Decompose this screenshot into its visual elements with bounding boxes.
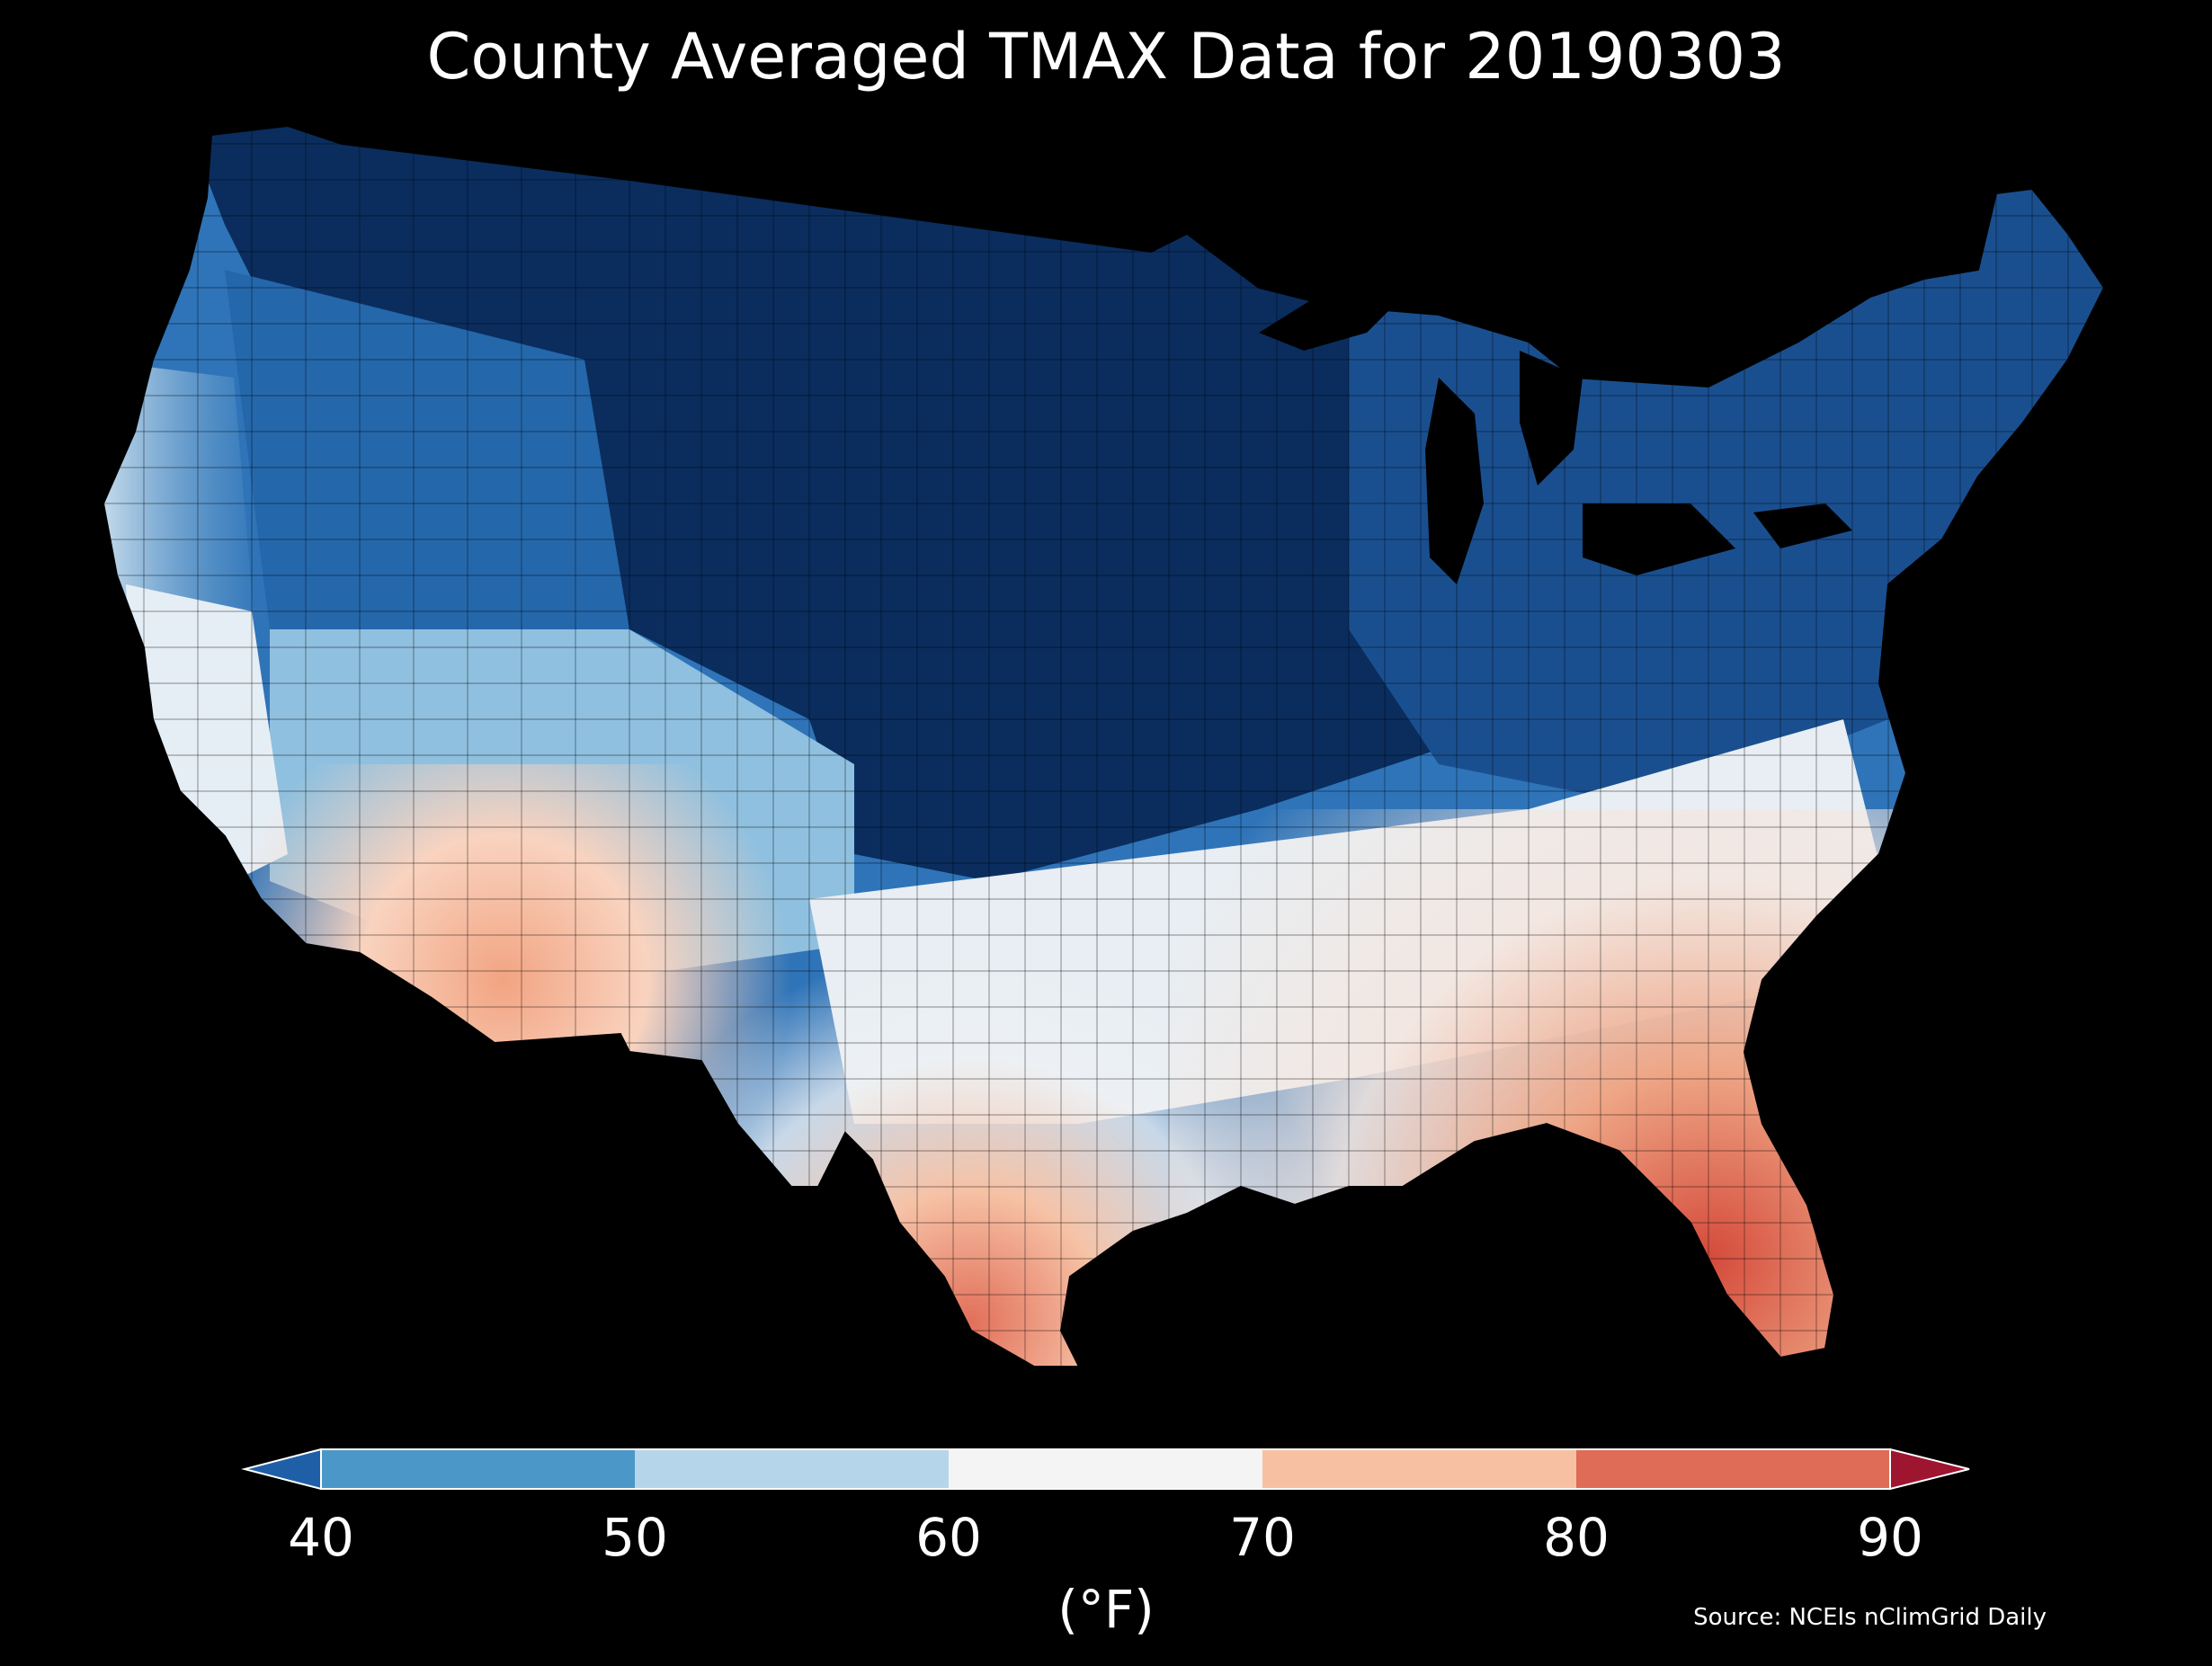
colorbar-under-arrow bbox=[241, 1448, 322, 1491]
colorbar-frame bbox=[320, 1448, 1891, 1490]
colorbar-tick-label: 40 bbox=[288, 1507, 354, 1568]
colorbar-bin-0 bbox=[321, 1449, 635, 1489]
colorbar-tick-label: 60 bbox=[915, 1507, 982, 1568]
great-lakes bbox=[1259, 288, 1852, 584]
colorbar-tick-label: 80 bbox=[1543, 1507, 1610, 1568]
source-credit: Source: NCEIs nClimGrid Daily bbox=[1693, 1604, 2047, 1631]
colorbar-tick-label: 50 bbox=[602, 1507, 668, 1568]
colorbar-bin-2 bbox=[949, 1449, 1262, 1489]
colorbar-unit-label: (°F) bbox=[1057, 1579, 1155, 1640]
colorbar-tick-label: 70 bbox=[1229, 1507, 1296, 1568]
colorbar-tick-label: 90 bbox=[1857, 1507, 1923, 1568]
colorbar-over-arrow bbox=[1889, 1448, 1970, 1491]
colorbar-bin-1 bbox=[635, 1449, 949, 1489]
us-outline bbox=[102, 124, 2106, 1368]
colorbar-bin-3 bbox=[1262, 1449, 1576, 1489]
map-title: County Averaged TMAX Data for 20190303 bbox=[426, 20, 1786, 94]
colorbar-bin-4 bbox=[1576, 1449, 1890, 1489]
